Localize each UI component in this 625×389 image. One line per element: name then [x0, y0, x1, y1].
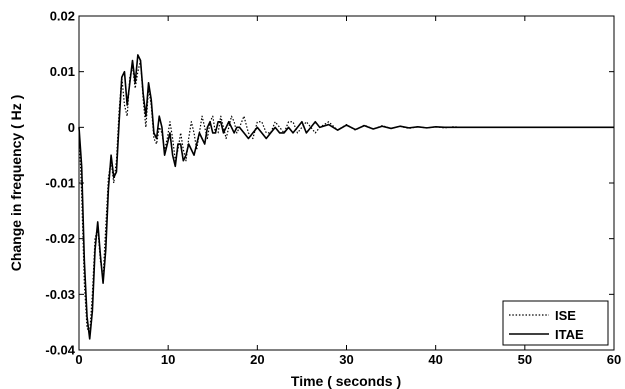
x-tick-label: 0: [75, 352, 82, 367]
y-tick-label: -0.03: [45, 287, 75, 302]
y-tick-label: -0.04: [45, 343, 75, 358]
y-tick-label: 0: [68, 120, 75, 135]
x-axis-label: Time ( seconds ): [291, 373, 401, 389]
y-tick-label: -0.02: [45, 231, 75, 246]
x-tick-label: 30: [339, 352, 353, 367]
plot-frame: [78, 15, 615, 351]
x-tick-label: 10: [161, 352, 175, 367]
y-tick-label: 0.02: [50, 9, 75, 24]
y-tick-label: 0.01: [50, 64, 75, 79]
legend: ISE ITAE: [502, 300, 609, 346]
x-tick-label: 50: [518, 352, 532, 367]
legend-label-itae: ITAE: [555, 327, 584, 342]
series-line-itae: [78, 54, 614, 340]
legend-label-ise: ISE: [555, 308, 576, 323]
ticks-layer: 0 10 20 30 40 50 60 0.02 0.01 0 -0.01 -0.02 -0.03 -0.…: [45, 9, 621, 368]
y-tick-label: -0.01: [45, 176, 75, 191]
y-axis-label: Change in frequency ( Hz ): [8, 95, 24, 272]
x-tick-label: 40: [428, 352, 442, 367]
axes-layer: [78, 15, 615, 351]
series-line-ise: [78, 59, 614, 334]
x-tick-label: 60: [607, 352, 621, 367]
x-tick-label: 20: [250, 352, 264, 367]
series-layer: [78, 54, 614, 340]
legend-box: [502, 300, 609, 346]
